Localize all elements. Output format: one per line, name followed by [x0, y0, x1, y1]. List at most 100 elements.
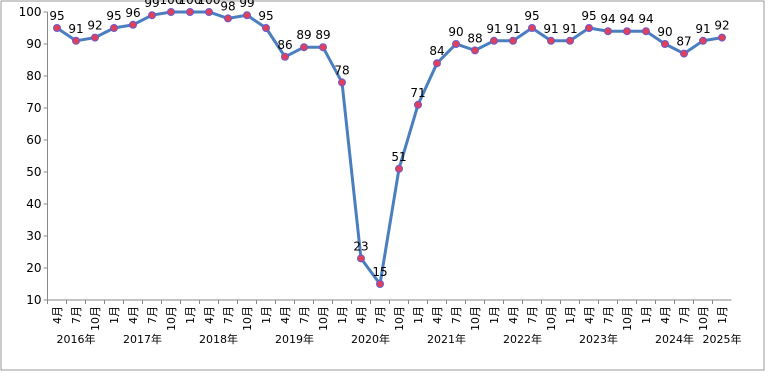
marker — [528, 24, 536, 32]
data-label: 100 — [179, 0, 202, 7]
data-label: 90 — [657, 25, 672, 39]
marker — [452, 40, 460, 48]
data-label: 95 — [106, 9, 121, 23]
x-tick-label: 7月 — [298, 306, 311, 324]
year-label: 2021年 — [427, 332, 466, 346]
x-tick-label: 1月 — [564, 306, 577, 324]
data-label: 99 — [239, 0, 254, 10]
x-tick-label: 4月 — [279, 306, 292, 324]
data-label: 84 — [429, 44, 444, 58]
marker — [224, 14, 232, 23]
x-tick-label: 1月 — [716, 306, 729, 324]
data-label: 87 — [676, 35, 691, 49]
marker — [585, 24, 593, 32]
year-label: 2025年 — [703, 332, 742, 346]
x-tick-label: 10月 — [545, 306, 558, 331]
data-label: 95 — [258, 9, 273, 23]
y-tick-label: 90 — [26, 37, 41, 51]
marker — [699, 36, 707, 45]
x-tick-label: 4月 — [355, 306, 368, 324]
data-label: 94 — [638, 12, 653, 26]
year-label: 2023年 — [579, 332, 618, 346]
x-tick-label: 4月 — [507, 306, 520, 324]
data-label: 99 — [144, 0, 159, 10]
year-label: 2016年 — [57, 332, 96, 346]
marker — [167, 8, 175, 16]
year-label: 2019年 — [275, 332, 314, 346]
data-label: 51 — [391, 150, 406, 164]
data-label: 86 — [277, 38, 292, 52]
data-label: 91 — [68, 22, 83, 36]
year-label: 2017年 — [123, 332, 162, 346]
data-label: 94 — [600, 12, 615, 26]
data-label: 89 — [296, 28, 311, 42]
x-tick-label: 4月 — [127, 306, 140, 324]
marker — [642, 27, 650, 36]
marker — [53, 24, 61, 32]
marker — [186, 8, 194, 16]
marker — [281, 52, 289, 61]
marker — [338, 78, 346, 87]
x-tick-label: 4月 — [203, 306, 216, 324]
x-tick-label: 1月 — [412, 306, 425, 324]
x-tick-label: 7月 — [70, 306, 83, 324]
marker — [661, 40, 669, 48]
x-tick-label: 7月 — [146, 306, 159, 324]
x-tick-label: 10月 — [697, 306, 710, 331]
marker — [148, 11, 156, 20]
data-label: 71 — [410, 86, 425, 100]
x-tick-label: 7月 — [602, 306, 615, 324]
x-tick-label: 1月 — [640, 306, 653, 324]
marker — [300, 43, 308, 52]
x-tick-label: 4月 — [583, 306, 596, 324]
data-label: 91 — [486, 22, 501, 36]
marker — [395, 164, 403, 173]
x-tick-label: 1月 — [488, 306, 501, 324]
x-tick-label: 7月 — [450, 306, 463, 324]
y-tick-label: 60 — [26, 133, 41, 147]
x-tick-label: 1月 — [184, 306, 197, 324]
x-tick-label: 1月 — [260, 306, 273, 324]
year-label: 2020年 — [351, 332, 390, 346]
y-tick-label: 70 — [26, 101, 41, 115]
data-label: 92 — [87, 19, 102, 33]
data-label: 95 — [524, 9, 539, 23]
y-tick-label: 80 — [26, 69, 41, 83]
data-label: 91 — [695, 22, 710, 36]
y-tick-label: 30 — [26, 229, 41, 243]
marker — [509, 36, 517, 45]
marker — [357, 254, 365, 263]
y-tick-label: 10 — [26, 293, 41, 307]
y-tick-label: 50 — [26, 165, 41, 179]
data-label: 95 — [581, 9, 596, 23]
marker — [376, 280, 384, 288]
data-label: 94 — [619, 12, 634, 26]
data-label: 91 — [505, 22, 520, 36]
marker — [205, 8, 213, 16]
marker — [110, 24, 118, 32]
marker — [433, 59, 441, 68]
marker — [623, 27, 631, 36]
data-label: 100 — [198, 0, 221, 7]
x-tick-label: 10月 — [317, 306, 330, 331]
marker — [604, 27, 612, 36]
data-label: 100 — [160, 0, 183, 7]
marker — [243, 11, 251, 20]
data-label: 90 — [448, 25, 463, 39]
marker — [91, 33, 99, 42]
x-tick-label: 7月 — [374, 306, 387, 324]
data-label: 96 — [125, 6, 140, 20]
marker — [262, 24, 270, 32]
x-tick-label: 10月 — [469, 306, 482, 331]
data-label: 95 — [49, 9, 64, 23]
y-tick-label: 40 — [26, 197, 41, 211]
marker — [680, 49, 688, 58]
marker — [566, 36, 574, 45]
x-tick-label: 10月 — [621, 306, 634, 331]
x-tick-label: 4月 — [431, 306, 444, 324]
data-label: 91 — [562, 22, 577, 36]
marker — [414, 100, 422, 109]
marker — [490, 36, 498, 45]
